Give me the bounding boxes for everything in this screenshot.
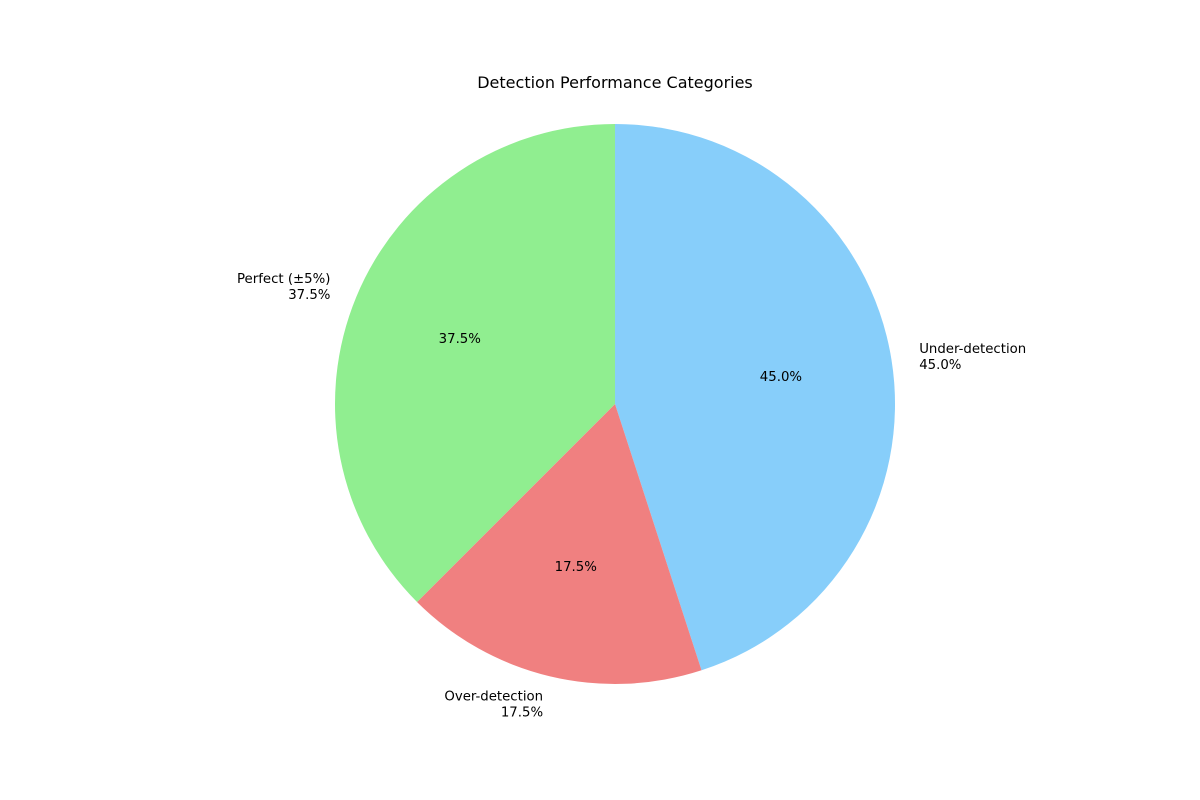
slice-category-percent-2: 37.5% <box>288 288 330 303</box>
slice-category-percent-0: 45.0% <box>919 358 961 373</box>
pie-slice-1 <box>417 404 702 685</box>
pie-labels: 45.0%Under-detection 45.0%17.5%Over-detec… <box>237 272 1026 720</box>
slice-percent-label-0: 45.0% <box>760 370 802 385</box>
pie-slices <box>334 124 896 685</box>
slice-category-name-2: Perfect (±5%) <box>237 272 330 287</box>
slice-percent-label-2: 37.5% <box>439 332 481 347</box>
slice-outer-label-2: Perfect (±5%) 37.5% <box>237 272 330 303</box>
pie-slice-2 <box>334 124 615 602</box>
slice-category-percent-1: 17.5% <box>501 705 543 720</box>
slice-outer-label-0: Under-detection 45.0% <box>919 342 1026 373</box>
slice-category-name-1: Over-detection <box>444 689 543 704</box>
slice-category-name-0: Under-detection <box>919 342 1026 357</box>
chart-title: Detection Performance Categories <box>477 73 753 92</box>
slice-outer-label-1: Over-detection 17.5% <box>444 689 543 720</box>
pie-slice-0 <box>615 124 896 671</box>
slice-percent-label-1: 17.5% <box>555 560 597 575</box>
